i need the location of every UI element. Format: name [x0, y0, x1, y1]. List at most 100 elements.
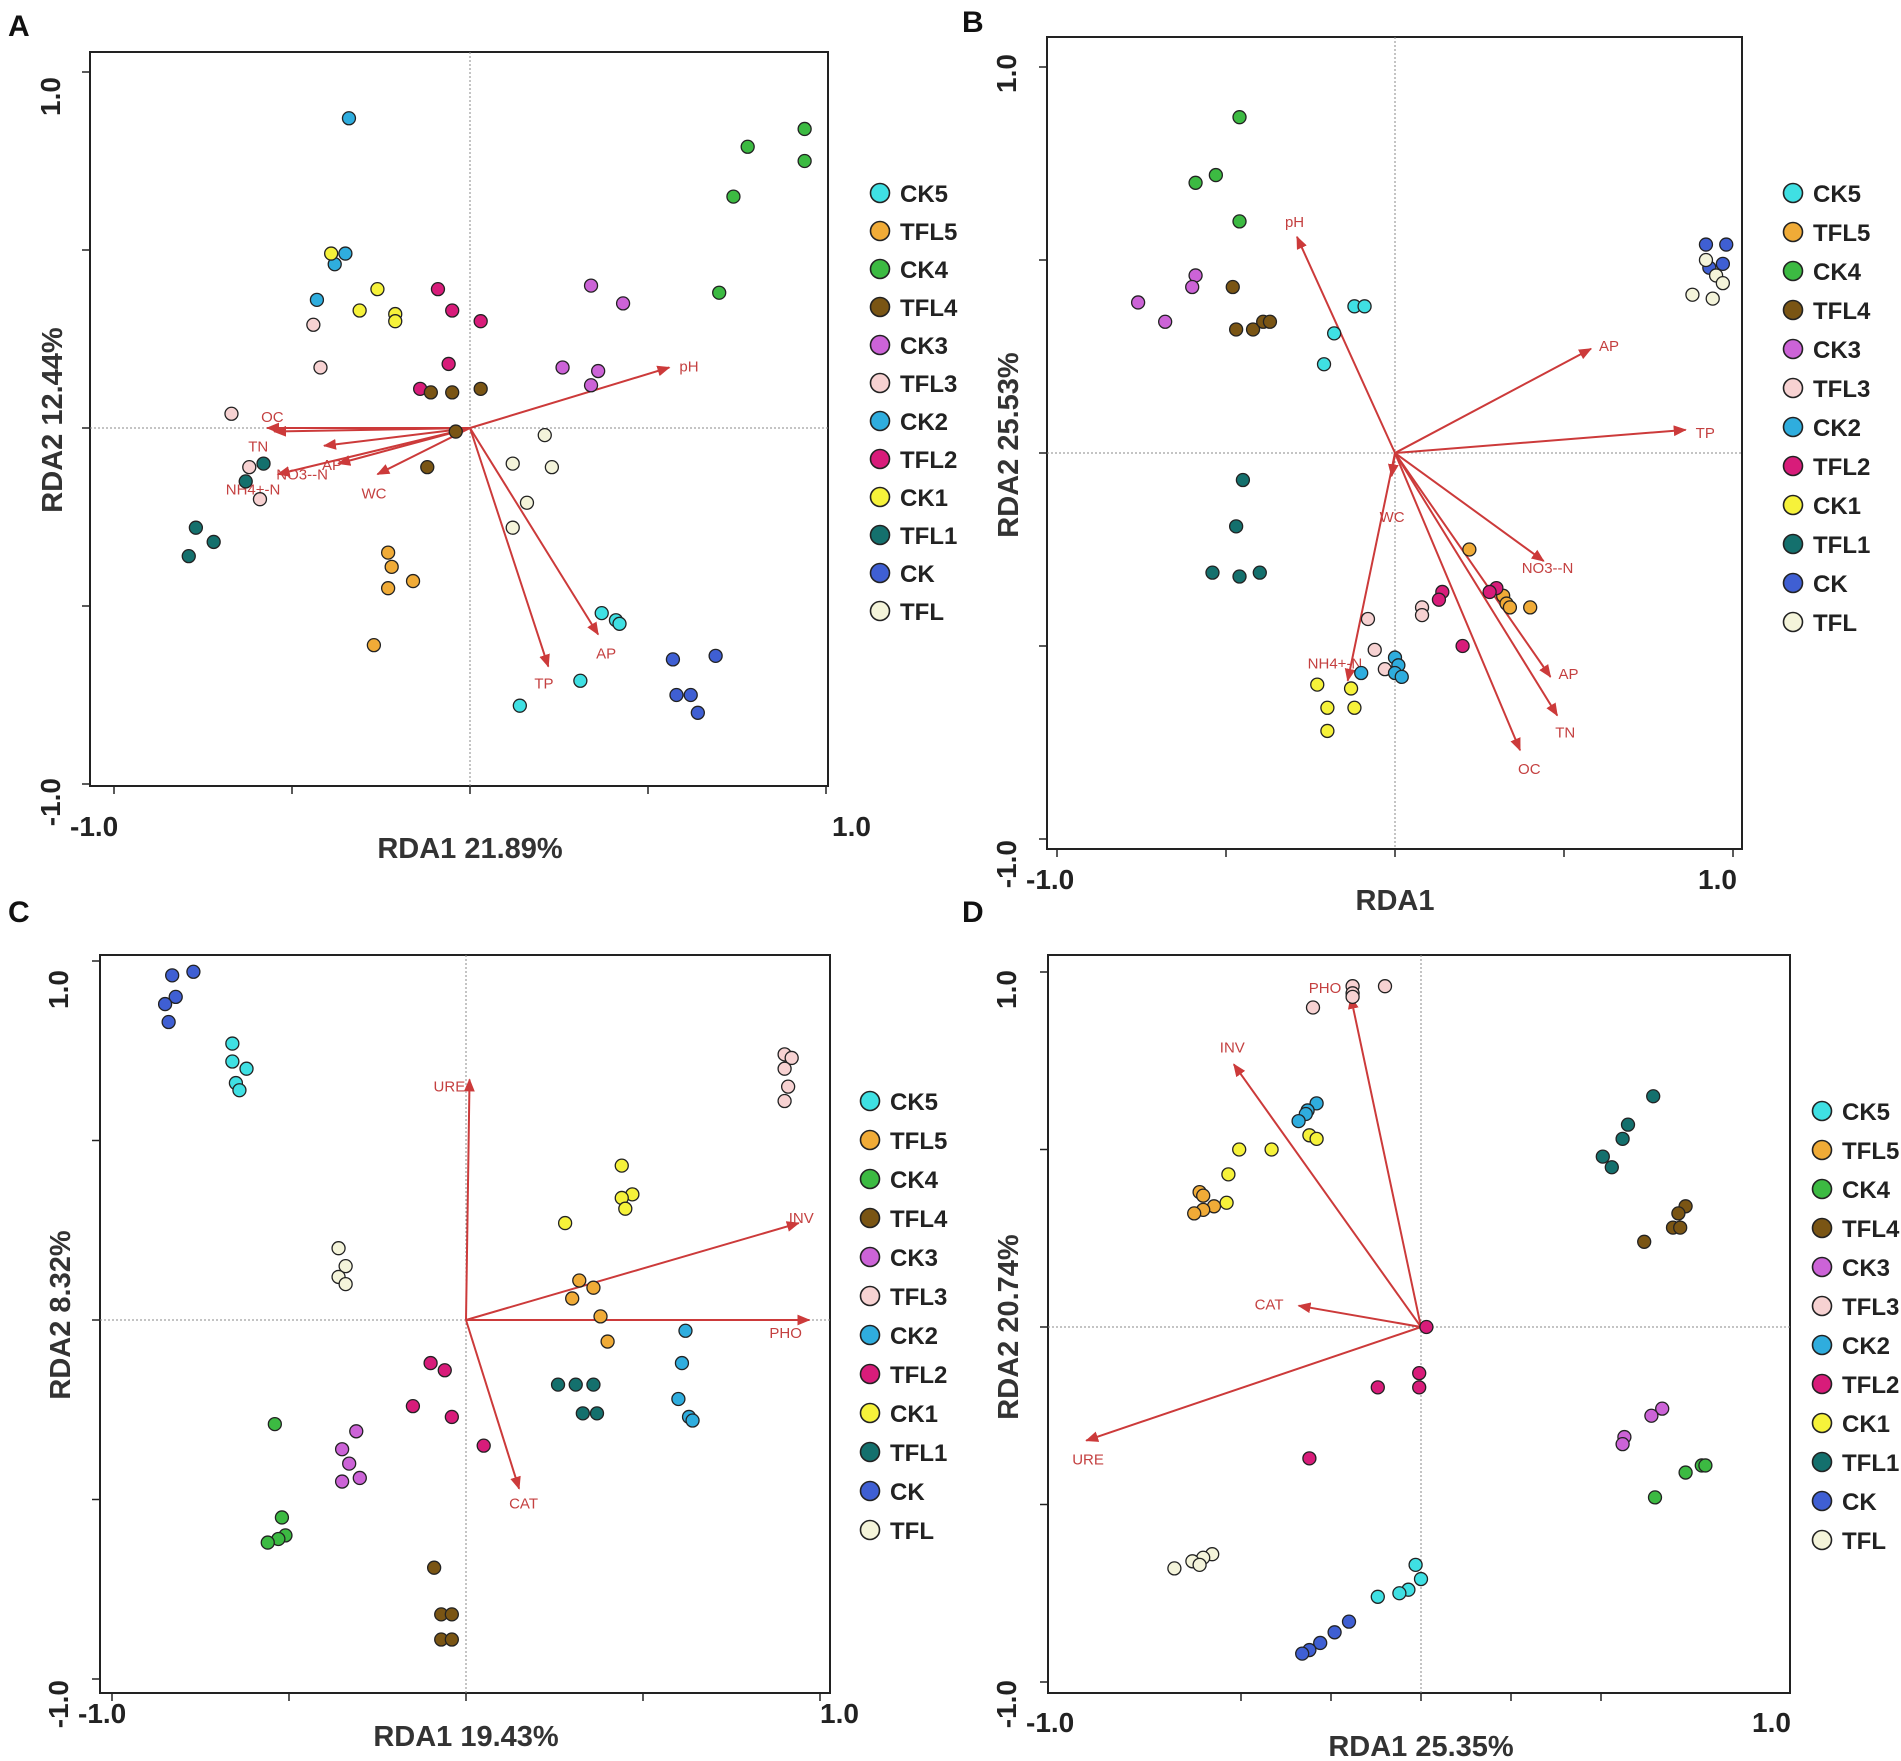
legend-label-tfl1: TFL1 [1842, 1450, 1899, 1477]
point-ck2 [1291, 1113, 1306, 1129]
vector-arrow-cat [465, 1319, 521, 1490]
legend-label-tfl3: TFL3 [1813, 376, 1870, 403]
point-tfl [1192, 1557, 1207, 1572]
vector-label-ap: AP [1599, 338, 1619, 355]
legend-label-ck2: CK2 [900, 409, 948, 436]
legend-marker-tfl2 [1811, 1373, 1833, 1395]
point-ck3 [1615, 1437, 1630, 1452]
vector-arrow-ph [1296, 235, 1396, 454]
vector-label-ure: URE [434, 1078, 466, 1095]
point-ck2 [1394, 669, 1409, 685]
point-ck4 [267, 1416, 282, 1432]
x-axis-title: RDA1 [1356, 885, 1435, 917]
point-tfl5 [565, 1291, 580, 1306]
point-ck5 [612, 616, 627, 631]
point-ck [665, 652, 681, 667]
vector-arrow-ap [322, 427, 471, 450]
vector-arrow-inv [465, 1221, 800, 1321]
point-ck5 [225, 1054, 240, 1069]
vector-label-tp: TP [534, 676, 553, 693]
legend-marker-ck1 [1811, 1412, 1833, 1434]
legend-label-tfl4: TFL4 [890, 1206, 948, 1233]
point-ck1 [1320, 723, 1335, 739]
vector-label-ap: AP [322, 457, 342, 474]
legend-label-ck1: CK1 [1813, 493, 1861, 520]
point-ck4 [797, 121, 812, 137]
point-tfl2 [1370, 1380, 1385, 1395]
y-tick-label: -1.0 [991, 1680, 1022, 1728]
x-tick-label: 1.0 [832, 811, 871, 842]
point-tfl3 [242, 460, 257, 475]
point-tfl4 [1228, 322, 1244, 337]
legend-marker-tfl4 [1811, 1217, 1833, 1239]
x-tick-label: -1.0 [1026, 864, 1074, 895]
vector-arrow-pho [1347, 995, 1422, 1328]
panel-letter: B [962, 6, 984, 39]
point-tfl1 [1252, 565, 1267, 580]
vector-label-inv: INV [789, 1210, 814, 1227]
point-ck2 [671, 1391, 686, 1407]
point-tfl3 [1345, 989, 1360, 1004]
point-ck3 [342, 1456, 357, 1471]
legend-label-ck5: CK5 [890, 1089, 938, 1116]
point-tfl1 [206, 534, 221, 550]
point-tfl4 [423, 385, 438, 400]
point-ck4 [1647, 1490, 1663, 1505]
vector-label-ap: AP [1558, 666, 1578, 683]
point-ck4 [1188, 175, 1203, 190]
point-ck [1719, 237, 1734, 252]
point-tfl2 [405, 1399, 421, 1414]
point-ck [708, 648, 723, 663]
plot-frame [89, 51, 829, 787]
x-tick-label: 1.0 [820, 1698, 859, 1729]
vector-arrow-ap [469, 427, 600, 636]
point-ck [683, 687, 698, 703]
point-tfl2 [1482, 584, 1497, 600]
point-tfl5 [366, 638, 382, 653]
point-tfl3 [784, 1050, 799, 1066]
point-tfl2 [1455, 638, 1470, 654]
legend-label-ck3: CK3 [890, 1245, 938, 1272]
point-tfl1 [1205, 565, 1220, 580]
legend-label-tfl: TFL [900, 599, 944, 626]
vector-arrow-nh4-n [276, 427, 471, 477]
point-ck1 [1310, 677, 1325, 692]
legend-label-tfl4: TFL4 [900, 295, 958, 322]
point-tfl1 [1232, 569, 1247, 584]
legend-label-ck2: CK2 [1813, 415, 1861, 442]
legend-marker-ck2 [1811, 1334, 1833, 1356]
point-ck1 [618, 1201, 633, 1216]
point-tfl3 [1377, 979, 1393, 994]
legend-marker-tfl1 [1811, 1451, 1833, 1473]
legend-label-ck3: CK3 [900, 333, 948, 360]
point-ck4 [1698, 1458, 1713, 1473]
point-tfl3 [1414, 607, 1430, 623]
point-tfl2 [1419, 1319, 1434, 1335]
legend-marker-ck1 [859, 1402, 881, 1424]
point-tfl5 [1196, 1188, 1211, 1203]
point-tfl [338, 1276, 353, 1292]
legend-label-tfl2: TFL2 [900, 447, 957, 474]
legend-marker-tfl [869, 600, 891, 622]
x-tick-label: -1.0 [78, 1698, 126, 1729]
legend-marker-tfl5 [869, 220, 891, 242]
point-ck1 [1264, 1142, 1279, 1157]
point-ck [1295, 1646, 1310, 1661]
legend-marker-ck [1782, 572, 1804, 594]
point-ck3 [1158, 314, 1173, 329]
point-tfl4 [1245, 322, 1261, 337]
point-ck3 [1185, 279, 1200, 295]
x-tick-label: 1.0 [1698, 864, 1737, 895]
legend-marker-tfl3 [859, 1285, 881, 1307]
point-tfl3 [224, 406, 239, 421]
point-ck [157, 996, 173, 1012]
point-ck [669, 687, 684, 703]
point-tfl4 [473, 381, 488, 396]
point-ck2 [685, 1413, 700, 1428]
point-tfl1 [188, 520, 204, 535]
vector-label-cat: CAT [509, 1496, 538, 1513]
point-ck5 [1357, 299, 1372, 314]
point-ck3 [591, 363, 606, 379]
vector-label-tn: TN [248, 439, 268, 456]
